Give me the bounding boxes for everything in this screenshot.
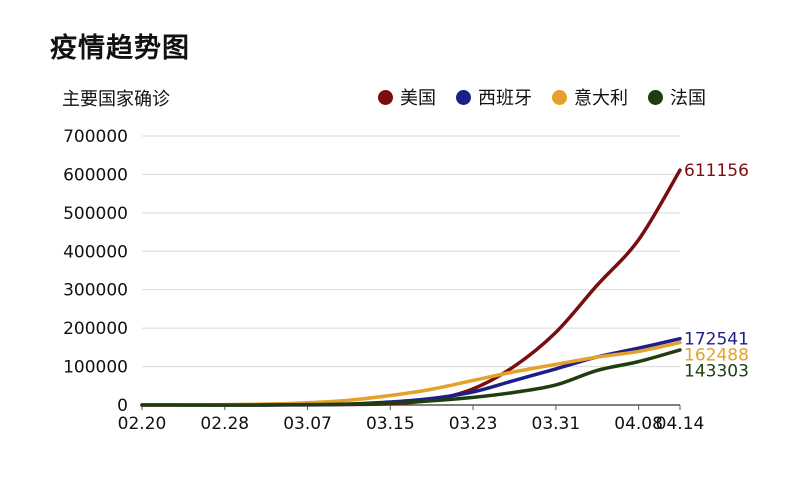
- series-line-1: [140, 336, 682, 407]
- legend-label-spain: 西班牙: [478, 88, 532, 109]
- x-tick-label-04.08: 04.08: [614, 414, 663, 434]
- x-tick-label-02.28: 02.28: [200, 414, 249, 434]
- series-line-3: [140, 348, 682, 407]
- y-tick-label-100000: 100000: [63, 358, 128, 378]
- legend-label-italy: 意大利: [574, 88, 628, 109]
- x-tick-label-02.20: 02.20: [118, 414, 167, 434]
- legend-dot-us: [378, 89, 393, 105]
- legend-dot-italy: [552, 89, 567, 105]
- x-tick-label-04.14: 04.14: [656, 414, 705, 434]
- y-tick-label-200000: 200000: [63, 319, 128, 339]
- end-label-1: 172541: [684, 330, 749, 350]
- legend-item-italy[interactable]: 意大利: [552, 84, 628, 110]
- end-label-2: 162488: [684, 346, 749, 366]
- legend-dot-france: [648, 89, 663, 105]
- legend-dot-spain: [456, 89, 471, 105]
- legend-label-us: 美国: [400, 88, 436, 109]
- legend-label-france: 法国: [670, 88, 706, 109]
- legend: 美国 西班牙 意大利 法国: [378, 84, 706, 110]
- legend-item-us[interactable]: 美国: [378, 84, 436, 110]
- x-tick-label-03.15: 03.15: [366, 414, 415, 434]
- y-tick-label-500000: 500000: [63, 204, 128, 224]
- y-tick-label-700000: 700000: [63, 127, 128, 147]
- y-tick-label-400000: 400000: [63, 242, 128, 262]
- legend-item-france[interactable]: 法国: [648, 84, 706, 110]
- x-tick-label-03.31: 03.31: [532, 414, 581, 434]
- y-tick-label-600000: 600000: [63, 165, 128, 185]
- x-tick-label-03.07: 03.07: [283, 414, 332, 434]
- y-tick-label-0: 0: [117, 396, 128, 416]
- series-line-2: [140, 340, 682, 407]
- end-label-3: 143303: [684, 362, 749, 382]
- chart-title: 疫情趋势图: [50, 33, 190, 64]
- y-axis-title: 主要国家确诊: [62, 89, 170, 110]
- y-tick-label-300000: 300000: [63, 281, 128, 301]
- x-tick-label-03.23: 03.23: [449, 414, 498, 434]
- end-label-0: 611156: [684, 161, 749, 181]
- legend-item-spain[interactable]: 西班牙: [456, 84, 532, 110]
